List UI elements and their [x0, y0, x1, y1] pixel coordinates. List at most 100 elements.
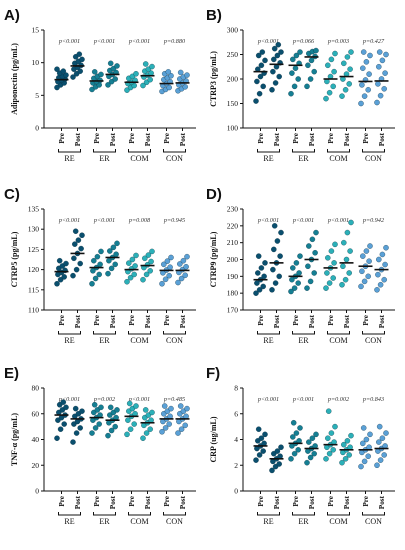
data-point	[367, 431, 373, 438]
data-point	[379, 251, 386, 258]
data-point	[127, 426, 134, 432]
timepoint-label: Pre	[362, 315, 370, 326]
data-point	[325, 408, 332, 414]
timepoint-label: Post	[74, 495, 82, 509]
data-point	[143, 430, 150, 436]
data-point	[323, 456, 329, 462]
data-point	[339, 93, 345, 99]
data-point	[342, 276, 349, 283]
data-point	[167, 264, 173, 270]
data-point	[326, 450, 333, 457]
data-point	[77, 425, 83, 431]
y-tick-label: 300	[227, 26, 239, 35]
y-tick-label: 110	[28, 306, 39, 315]
p-value-label: p<0.001	[128, 38, 150, 45]
y-axis-label: TNF-α (pg/mL)	[10, 413, 19, 466]
data-point	[77, 68, 83, 74]
timepoint-label: Post	[308, 495, 316, 509]
p-value-label: p=0.008	[128, 217, 151, 224]
group-bracket	[362, 512, 385, 516]
panel-d: D) CTRP9 (pg/mL) 170 180 190 200 210 220 230 p<0.…	[206, 186, 395, 345]
data-point	[270, 266, 276, 273]
data-point	[331, 68, 337, 75]
data-point	[149, 409, 155, 416]
data-point	[70, 272, 76, 279]
data-point	[278, 49, 284, 55]
data-point	[367, 52, 373, 59]
data-point	[61, 421, 67, 427]
data-point	[360, 253, 366, 259]
data-point	[341, 441, 347, 448]
data-point	[361, 278, 368, 285]
data-point	[161, 261, 167, 268]
data-point	[71, 255, 77, 262]
p-value-label: p<0.001	[327, 217, 349, 224]
data-point	[361, 458, 368, 465]
y-tick-label: 0	[35, 124, 39, 133]
timepoint-label: Post	[74, 314, 82, 328]
data-point	[358, 283, 364, 290]
data-point	[255, 52, 262, 59]
data-point	[344, 54, 351, 60]
data-point	[347, 248, 353, 254]
panel-letter: D)	[206, 186, 222, 203]
data-point	[54, 66, 60, 72]
y-tick-label: 10	[32, 58, 40, 67]
data-point	[159, 280, 165, 287]
data-point	[383, 244, 389, 251]
group-bracket	[128, 331, 151, 335]
data-point	[126, 260, 132, 266]
data-point	[363, 436, 370, 443]
data-point	[288, 456, 294, 462]
data-point	[332, 423, 338, 430]
timepoint-label: Pre	[58, 315, 66, 326]
data-point	[382, 70, 388, 76]
y-tick-label: 200	[227, 255, 239, 264]
data-point	[308, 57, 315, 64]
data-point	[360, 440, 366, 447]
group-bracket	[292, 331, 315, 335]
data-point	[269, 87, 275, 93]
data-point	[183, 264, 189, 270]
data-point	[381, 276, 387, 283]
data-point	[253, 290, 259, 296]
data-point	[96, 421, 102, 427]
data-point	[72, 228, 79, 234]
data-point	[133, 71, 139, 77]
data-point	[159, 429, 165, 435]
data-point	[346, 270, 352, 276]
y-tick-label: 220	[227, 221, 239, 230]
data-point	[377, 457, 384, 463]
group-bracket	[58, 512, 81, 516]
data-point	[328, 430, 335, 436]
data-point	[73, 430, 80, 436]
data-point	[72, 241, 78, 247]
data-point	[126, 400, 133, 407]
data-point	[376, 256, 382, 263]
data-point	[184, 405, 190, 412]
y-tick-label: 200	[227, 75, 239, 84]
p-value-label: p<0.001	[93, 217, 115, 224]
group-label: ER	[298, 154, 309, 163]
data-point	[360, 65, 366, 71]
data-point	[91, 401, 98, 408]
data-point	[288, 288, 294, 295]
y-tick-label: 60	[32, 409, 40, 418]
data-point	[54, 280, 60, 287]
group-label: COM	[130, 336, 148, 345]
data-point	[381, 452, 387, 458]
data-point	[309, 435, 316, 441]
data-point	[57, 426, 64, 432]
group-label: RE	[263, 517, 273, 526]
data-point	[277, 253, 283, 259]
timepoint-label: Post	[308, 314, 316, 328]
data-point	[296, 270, 302, 276]
data-point	[324, 270, 330, 276]
data-point	[258, 435, 265, 441]
timepoint-label: Pre	[362, 496, 370, 507]
data-point	[274, 448, 281, 454]
timepoint-label: Post	[179, 132, 187, 146]
data-point	[360, 425, 367, 431]
data-point	[125, 417, 131, 423]
